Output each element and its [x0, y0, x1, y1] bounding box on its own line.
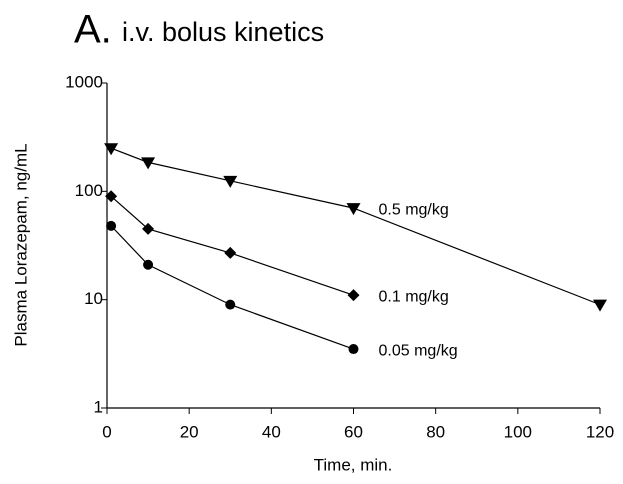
x-tick-label: 100 [504, 422, 532, 441]
marker [347, 289, 360, 302]
series-line [110, 195, 354, 296]
marker [593, 299, 607, 312]
chart-title: i.v. bolus kinetics [122, 17, 324, 47]
marker [141, 157, 156, 170]
x-tick-label: 20 [180, 422, 199, 441]
y-tick-label: 100 [75, 181, 103, 200]
marker [104, 143, 119, 156]
marker [346, 203, 361, 216]
marker [225, 299, 236, 310]
marker [348, 344, 359, 355]
y-axis-label: Plasma Lorazepam, ng/mL [11, 143, 30, 346]
marker [224, 246, 237, 259]
x-axis-label: Time, min. [314, 455, 393, 474]
x-tick-label: 60 [344, 422, 363, 441]
marker [105, 190, 118, 203]
x-tick-label: 0 [102, 422, 111, 441]
series-line [110, 225, 354, 350]
series-line [110, 147, 601, 306]
marker [143, 259, 154, 270]
y-tick-label: 10 [84, 289, 103, 308]
y-tick-label: 1 [94, 397, 103, 416]
series-label: 0.1 mg/kg [379, 288, 449, 305]
panel-label: A. [74, 8, 112, 52]
x-tick-label: 120 [586, 422, 614, 441]
y-tick-label: 1000 [65, 72, 103, 91]
marker [223, 175, 238, 188]
series-label: 0.5 mg/kg [379, 201, 449, 218]
marker [142, 222, 155, 235]
x-tick-label: 80 [426, 422, 445, 441]
marker [106, 220, 117, 231]
x-tick-label: 40 [262, 422, 281, 441]
series-label: 0.05 mg/kg [379, 342, 458, 359]
